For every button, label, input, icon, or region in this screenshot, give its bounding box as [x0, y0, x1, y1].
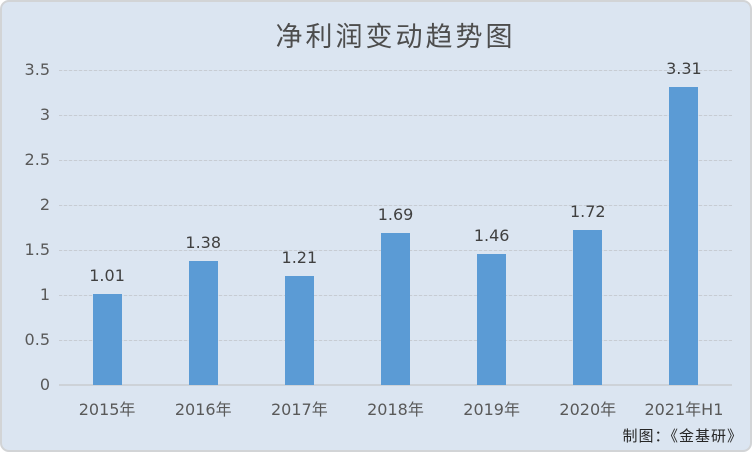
y-axis-tick-label: 2	[39, 195, 50, 214]
gridline	[59, 159, 732, 161]
plot-area: 1.01 1.38 1.21 1.69 1.46 1.72 3.31	[59, 59, 732, 386]
y-axis-tick-label: 3.5	[24, 60, 50, 79]
y-axis: 0 0.5 1 1.5 2 2.5 3 3.5	[2, 60, 50, 394]
x-axis: 2015年 2016年 2017年 2018年 2019年 2020年 2021年H1	[59, 396, 732, 420]
bar-2017年	[284, 276, 314, 385]
x-axis-tick-label: 2019年	[463, 400, 520, 419]
bar-value-label: 1.46	[473, 225, 510, 245]
bar-value-label: 3.31	[666, 59, 702, 79]
bar-2018年	[381, 232, 410, 385]
gridline	[59, 69, 732, 71]
chart-title: 净利润变动趋势图	[275, 22, 516, 53]
y-axis-tick-label: 1.5	[24, 240, 50, 259]
x-axis-tick-label: 2015年	[78, 400, 136, 419]
x-axis-tick-label: 2020年	[559, 400, 617, 419]
y-axis-tick-label: 0	[39, 375, 50, 394]
gridline	[59, 204, 732, 206]
bar-value-label: 1.21	[281, 248, 318, 268]
bar-value-label: 1.01	[89, 266, 125, 286]
chart-credit: 制图：《金基研》	[622, 427, 743, 445]
y-axis-tick-label: 2.5	[24, 150, 50, 169]
x-axis-tick-label: 2017年	[270, 400, 328, 419]
y-axis-tick-label: 3	[39, 105, 50, 124]
bar-2015年	[92, 294, 122, 385]
bar-value-label: 1.69	[377, 204, 414, 224]
bar-value-label: 1.72	[569, 202, 606, 222]
y-axis-tick-label: 0.5	[24, 330, 50, 349]
bar-2016年	[188, 260, 218, 385]
bar-2021年H1	[669, 87, 699, 385]
bar-value-label: 1.38	[185, 232, 222, 252]
x-axis-tick-label: 2021年H1	[644, 400, 724, 419]
bar-2019年	[477, 253, 507, 385]
gridline	[59, 114, 732, 116]
y-axis-tick-label: 1	[39, 285, 50, 304]
x-axis-tick-label: 2016年	[174, 400, 232, 419]
x-axis-baseline	[59, 384, 732, 386]
bar-2020年	[573, 230, 603, 385]
x-axis-tick-label: 2018年	[367, 400, 424, 419]
